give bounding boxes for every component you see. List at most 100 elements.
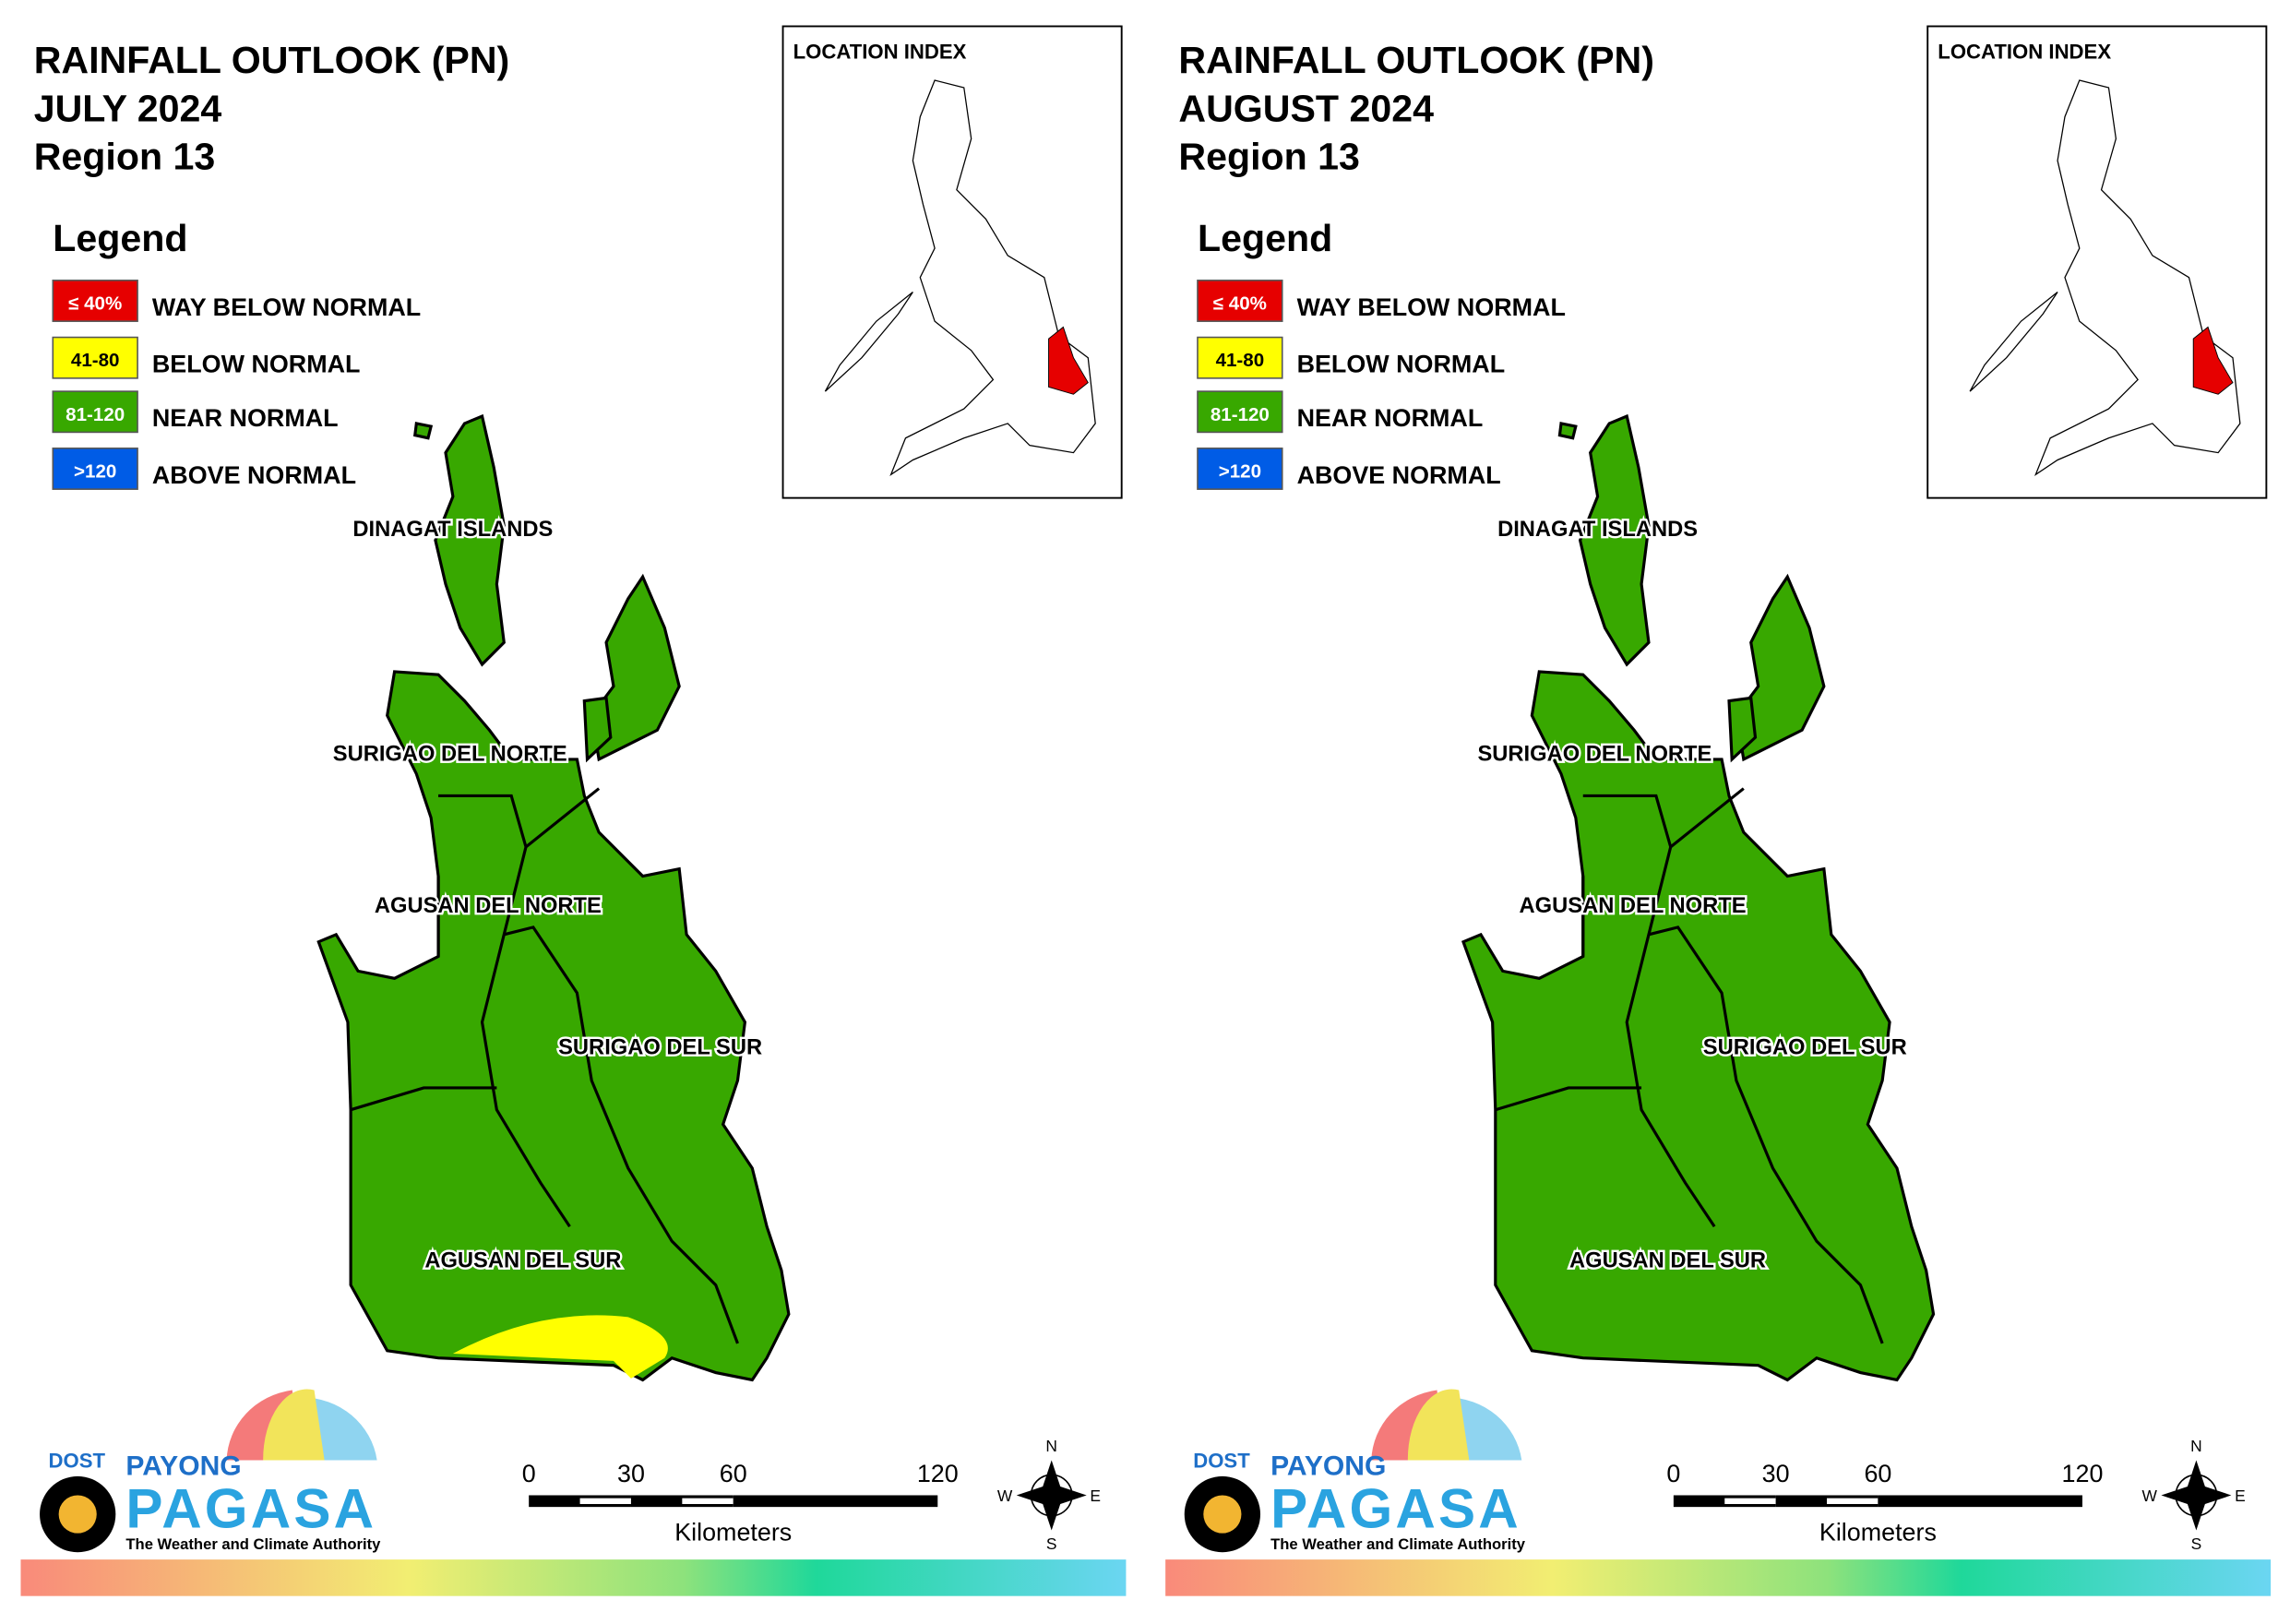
scale-tick-label: 120 <box>917 1460 959 1487</box>
legend-swatch <box>1197 390 1283 434</box>
legend-swatch <box>52 280 138 322</box>
legend-title: Legend <box>53 217 187 259</box>
scale-segment <box>1878 1495 2082 1508</box>
scale-tick-label: 30 <box>1762 1460 1790 1487</box>
scale-unit: Kilometers <box>674 1519 792 1546</box>
boundary <box>438 794 571 1228</box>
footer-band <box>20 1559 1127 1596</box>
island <box>582 696 613 763</box>
legend-range: >120 <box>1219 460 1261 482</box>
legend-swatch <box>52 390 138 434</box>
logo-seal-inner <box>58 1495 97 1534</box>
legend-label: ABOVE NORMAL <box>152 461 356 489</box>
map-title: JULY 2024 <box>34 87 222 129</box>
logo-tagline: The Weather and Climate Authority <box>125 1535 381 1553</box>
province-label: SURIGAO DEL SUR <box>558 1036 762 1060</box>
province-label: SURIGAO DEL NORTE <box>333 742 567 766</box>
map-title: AUGUST 2024 <box>1178 87 1434 129</box>
inset-region-13 <box>2192 326 2234 395</box>
province-area <box>590 573 681 762</box>
logo-program: PAYONG <box>125 1451 241 1481</box>
island <box>1557 422 1578 440</box>
below-normal-area <box>452 1315 668 1379</box>
legend-range: ≤ 40% <box>68 293 122 314</box>
province-label: AGUSAN DEL SUR <box>424 1249 621 1273</box>
legend-range: >120 <box>74 460 116 482</box>
province-label: SURIGAO DEL SUR <box>1703 1036 1907 1060</box>
province-label: AGUSAN DEL NORTE <box>375 894 602 918</box>
boundary <box>503 925 739 1344</box>
inset-region-13 <box>1048 326 1089 395</box>
province-area <box>434 413 506 667</box>
boundary <box>1648 925 1884 1344</box>
scale-tick-label: 60 <box>720 1460 747 1487</box>
legend-label: BELOW NORMAL <box>1297 351 1506 378</box>
logo-seal-inner <box>1203 1495 1242 1534</box>
compass-letter: W <box>997 1487 1013 1505</box>
province-label: SURIGAO DEL NORTE <box>1477 742 1712 766</box>
logo-name: PAGASA <box>1270 1477 1521 1539</box>
legend-range: ≤ 40% <box>1213 293 1267 314</box>
compass-letter: E <box>2235 1487 2246 1505</box>
legend-label: BELOW NORMAL <box>152 351 361 378</box>
scale-segment-light <box>682 1498 734 1504</box>
legend-label: NEAR NORMAL <box>1297 404 1484 432</box>
compass-letter: W <box>2142 1487 2158 1505</box>
province-label: AGUSAN DEL NORTE <box>1520 894 1747 918</box>
logo-name: PAGASA <box>125 1477 376 1539</box>
province-label: AGUSAN DEL SUR <box>1569 1249 1766 1273</box>
province-area <box>1578 413 1651 667</box>
legend-label: WAY BELOW NORMAL <box>1297 293 1566 321</box>
map-title: Region 13 <box>1178 136 1360 178</box>
province-area <box>1735 573 1826 762</box>
logo-umbrella-yellow <box>263 1389 325 1461</box>
compass-rose <box>1016 1460 1087 1531</box>
scale-segment-light <box>1827 1498 1879 1504</box>
logo-agency: DOST <box>1193 1449 1250 1472</box>
legend-swatch <box>52 336 138 379</box>
logo-umbrella-yellow <box>1407 1389 1470 1461</box>
compass-letter: S <box>1046 1534 1057 1553</box>
logo-agency: DOST <box>49 1449 106 1472</box>
province-area <box>1461 670 1936 1382</box>
boundary <box>350 1086 497 1112</box>
boundary <box>1669 787 1745 849</box>
boundary <box>525 787 601 849</box>
boundary <box>1582 794 1716 1228</box>
legend-range: 81-120 <box>1211 404 1270 425</box>
island <box>412 422 434 440</box>
footer-band <box>1165 1559 2272 1596</box>
legend-range: 41-80 <box>71 350 120 371</box>
scale-tick-label: 120 <box>2062 1460 2104 1487</box>
legend-swatch <box>1197 448 1283 490</box>
map-title: RAINFALL OUTLOOK (PN) <box>34 39 510 81</box>
map-title: Region 13 <box>34 136 216 178</box>
compass-rose <box>2161 1460 2232 1531</box>
province-label: DINAGAT ISLANDS <box>352 518 553 542</box>
scale-tick-label: 0 <box>522 1460 536 1487</box>
legend-range: 81-120 <box>66 404 125 425</box>
panel: RAINFALL OUTLOOK (PN) AUGUST 2024 Region 1… <box>1165 25 2272 1596</box>
inset-title: LOCATION INDEX <box>1938 40 2111 63</box>
legend-label: WAY BELOW NORMAL <box>152 293 421 321</box>
scale-segment-light <box>1724 1498 1776 1504</box>
legend-range: 41-80 <box>1216 350 1265 371</box>
province-area <box>316 670 791 1382</box>
panel: RAINFALL OUTLOOK (PN) JULY 2024 Region 13 L… <box>20 25 1127 1596</box>
scale-tick-label: 0 <box>1666 1460 1680 1487</box>
inset-map <box>824 79 1096 476</box>
scale-segment-light <box>579 1498 631 1504</box>
legend-label: NEAR NORMAL <box>152 404 339 432</box>
legend-title: Legend <box>1198 217 1332 259</box>
inset-title: LOCATION INDEX <box>793 40 967 63</box>
legend-swatch <box>1197 280 1283 322</box>
scale-tick-label: 60 <box>1864 1460 1891 1487</box>
island <box>1727 696 1758 763</box>
legend-swatch <box>52 448 138 490</box>
province-label: DINAGAT ISLANDS <box>1497 518 1698 542</box>
map-title: RAINFALL OUTLOOK (PN) <box>1178 39 1654 81</box>
legend-swatch <box>1197 336 1283 379</box>
legend-label: ABOVE NORMAL <box>1297 461 1501 489</box>
compass-letter: N <box>1045 1437 1057 1455</box>
